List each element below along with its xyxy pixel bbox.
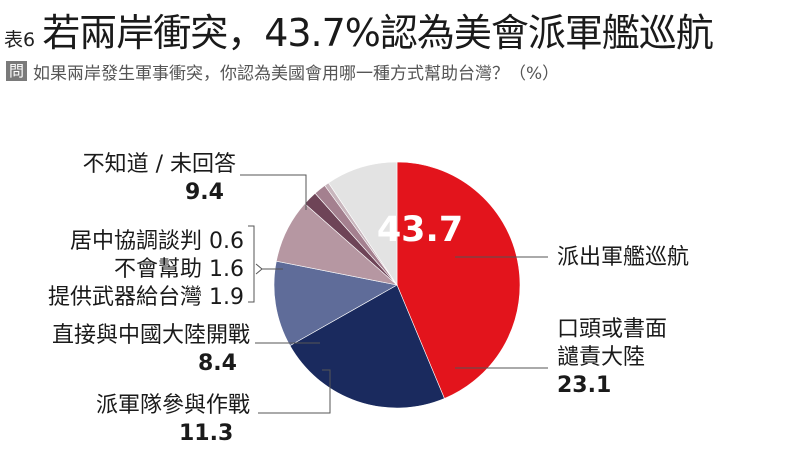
label-small-3: 提供武器給台灣 1.9 — [48, 285, 244, 310]
question-text: 如果兩岸發生軍事衝突，你認為美國會用哪一種方式幫助台灣？（%） — [33, 63, 560, 84]
leader-line-gray — [240, 174, 307, 210]
question-badge: 問 — [6, 61, 28, 81]
label-gray: 不知道 / 未回答 — [83, 152, 236, 177]
label-gray-value: 9.4 — [185, 180, 224, 205]
leader-chevron — [255, 263, 263, 275]
pie-slice-8 — [328, 161, 398, 286]
pie-slice-2 — [289, 284, 445, 409]
label-blue: 派軍隊參與作戰 — [96, 393, 250, 418]
label-red-value: 43.7 — [377, 210, 463, 250]
chart-title: 若兩岸衝突，43.7%認為美會派軍艦巡航 — [42, 11, 714, 55]
label-small-2: 不會幫助 1.6 — [114, 257, 244, 282]
leader-line-small — [248, 225, 255, 303]
label-navy-value: 23.1 — [557, 373, 611, 398]
label-small-1: 居中協調談判 0.6 — [70, 229, 244, 254]
label-pink-value: 8.4 — [198, 351, 237, 376]
table-number: 表6 — [4, 29, 36, 51]
pie-slices — [273, 161, 521, 409]
label-navy-line2: 譴責大陸 — [557, 345, 645, 370]
label-pink: 直接與中國大陸開戰 — [52, 323, 250, 348]
label-navy-line1: 口頭或書面 — [557, 317, 667, 342]
title-row: 表6 若兩岸衝突，43.7%認為美會派軍艦巡航 — [4, 2, 714, 55]
question-row: 問 如果兩岸發生軍事衝突，你認為美國會用哪一種方式幫助台灣？（%） — [6, 60, 560, 84]
label-red: 派出軍艦巡航 — [557, 245, 689, 270]
leader-lines — [240, 174, 548, 414]
pie-slice-1 — [396, 161, 521, 399]
label-blue-value: 11.3 — [179, 421, 233, 446]
leader-line-blue — [258, 369, 331, 414]
